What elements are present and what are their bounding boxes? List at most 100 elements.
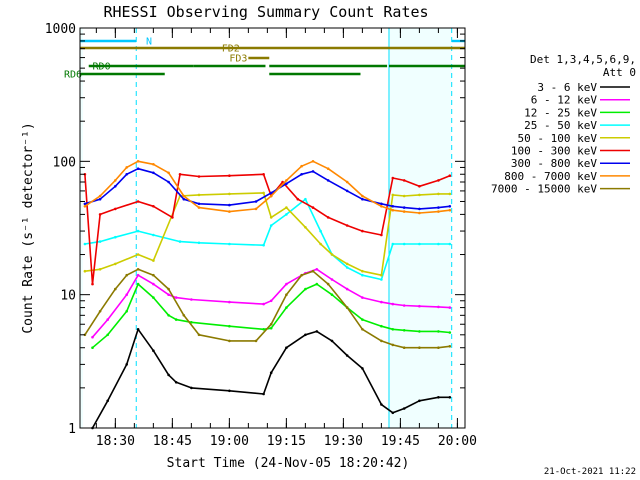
series-8-point-6 bbox=[167, 287, 170, 291]
series-6-point-4 bbox=[136, 167, 140, 170]
series-8-point-4 bbox=[136, 268, 140, 271]
series-1-point-9 bbox=[262, 302, 265, 306]
series-4-point-14 bbox=[345, 262, 349, 266]
series-line-8 bbox=[84, 268, 450, 349]
series-0-point-4 bbox=[152, 349, 155, 353]
series-5-point-10 bbox=[262, 173, 265, 176]
series-1-point-22 bbox=[448, 306, 452, 309]
series-line-7 bbox=[84, 160, 450, 214]
series-6-point-15 bbox=[326, 179, 330, 182]
y-tick-label-3: 1000 bbox=[45, 22, 76, 37]
series-3-point-3 bbox=[136, 229, 140, 233]
x-axis-label: Start Time (24-Nov-05 18:20:42) bbox=[167, 456, 410, 471]
series-7-point-16 bbox=[345, 180, 349, 184]
series-line-4 bbox=[84, 192, 450, 277]
series-1-point-5 bbox=[167, 293, 170, 297]
series-3-point-11 bbox=[304, 197, 307, 201]
series-6-point-14 bbox=[311, 170, 315, 173]
series-3-point-17 bbox=[391, 242, 395, 246]
series-0-point-2 bbox=[125, 363, 128, 366]
series-2-point-5 bbox=[167, 314, 170, 317]
series-1-point-6 bbox=[174, 296, 178, 299]
series-1-point-19 bbox=[402, 304, 406, 307]
legend-label-7: 800 - 7000 keV bbox=[504, 170, 597, 183]
series-3-point-21 bbox=[448, 242, 452, 246]
night-shade-0 bbox=[80, 28, 84, 428]
series-2-point-18 bbox=[391, 328, 395, 331]
flag-label-RD0: RD0 bbox=[93, 62, 111, 73]
y-tick-label-0: 1 bbox=[68, 422, 76, 437]
series-8-point-21 bbox=[418, 346, 421, 350]
series-7-point-4 bbox=[136, 160, 140, 163]
axes: 1 10 100 1000 18:30 18:45 19:00 19:15 19:30 19:45… bbox=[45, 22, 477, 449]
series-2-point-9 bbox=[262, 328, 265, 331]
legend-header-2: Att 0 bbox=[603, 66, 636, 79]
chart-title: RHESSI Observing Summary Count Rates bbox=[103, 3, 428, 21]
series-5-point-7 bbox=[178, 173, 182, 176]
series-5-point-16 bbox=[345, 224, 349, 227]
series-6-point-11 bbox=[269, 191, 273, 195]
series-8-point-11 bbox=[269, 322, 273, 326]
series-4-point-8 bbox=[262, 191, 265, 195]
series-6-point-3 bbox=[125, 173, 128, 176]
series-6-point-0 bbox=[83, 202, 87, 206]
footer-date: 21-Oct-2021 11:22 bbox=[544, 467, 636, 477]
series-4-point-2 bbox=[114, 262, 117, 266]
series-0-point-13 bbox=[315, 330, 319, 333]
series-7-point-15 bbox=[326, 167, 330, 170]
series-0-point-15 bbox=[345, 354, 349, 357]
series-8-point-15 bbox=[326, 282, 330, 286]
series-7-point-3 bbox=[125, 166, 128, 169]
series-0-point-8 bbox=[228, 389, 231, 393]
series-4-point-12 bbox=[319, 242, 322, 246]
series-0-point-10 bbox=[269, 371, 273, 375]
legend-label-0: 3 - 6 keV bbox=[537, 81, 597, 94]
series-2-point-16 bbox=[361, 318, 364, 321]
series-7-point-18 bbox=[380, 205, 383, 208]
series-7-point-10 bbox=[254, 207, 258, 211]
series-2-point-10 bbox=[269, 326, 273, 330]
series-2-point-3 bbox=[136, 282, 140, 286]
series-8-point-5 bbox=[152, 273, 155, 277]
night-shading bbox=[80, 28, 452, 428]
y-axis-label: Count Rate (s⁻¹ detector⁻¹) bbox=[21, 122, 36, 333]
series-0-point-16 bbox=[361, 367, 364, 370]
legend-label-8: 7000 - 15000 keV bbox=[491, 183, 597, 196]
series-8-point-19 bbox=[391, 343, 395, 347]
series-4-point-0 bbox=[83, 269, 87, 273]
series-0-point-9 bbox=[262, 392, 265, 396]
x-tick-label-0: 18:30 bbox=[96, 434, 135, 449]
series-6-point-22 bbox=[437, 206, 440, 209]
series-6-point-12 bbox=[285, 182, 288, 185]
series-2-point-8 bbox=[228, 324, 231, 328]
series-5-point-18 bbox=[380, 233, 383, 237]
series-1-point-18 bbox=[391, 302, 395, 306]
series-7-point-19 bbox=[391, 208, 395, 212]
series-5-point-19 bbox=[391, 176, 395, 180]
series-4-point-3 bbox=[136, 253, 140, 256]
series-8-point-10 bbox=[254, 339, 258, 343]
series-8-point-14 bbox=[311, 269, 315, 273]
series-3-point-9 bbox=[269, 224, 273, 227]
night-shade-1 bbox=[388, 28, 452, 428]
series-1-point-11 bbox=[285, 282, 288, 286]
y-tick-label-2: 100 bbox=[53, 155, 76, 170]
series-2-point-22 bbox=[448, 331, 452, 334]
series-7-point-22 bbox=[437, 210, 440, 213]
series-4-point-18 bbox=[402, 194, 406, 198]
flag-label-FD3: FD3 bbox=[229, 54, 247, 65]
series-5-point-14 bbox=[311, 206, 315, 209]
series-4-point-16 bbox=[380, 273, 383, 277]
series-8-point-23 bbox=[448, 345, 452, 348]
series-2-point-6 bbox=[174, 318, 178, 321]
flag-label-N: N bbox=[146, 37, 152, 48]
series-4-point-20 bbox=[437, 192, 440, 196]
series-8-point-17 bbox=[361, 328, 364, 331]
series-1-point-13 bbox=[315, 268, 319, 271]
y-tick-label-1: 10 bbox=[60, 289, 76, 304]
series-4-point-17 bbox=[391, 193, 395, 197]
series-4-point-6 bbox=[197, 193, 201, 197]
series-1-point-10 bbox=[269, 299, 273, 303]
legend-label-1: 6 - 12 keV bbox=[531, 94, 598, 107]
